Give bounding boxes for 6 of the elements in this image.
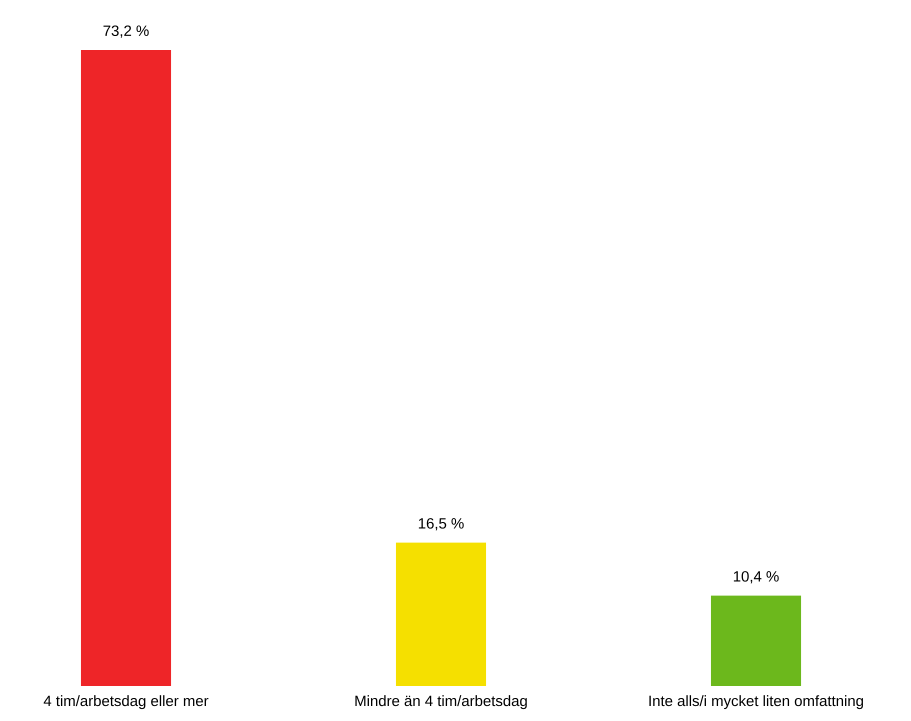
x-tick-label: Inte alls/i mycket liten omfattning <box>649 695 863 710</box>
x-tick-label: 4 tim/arbetsdag eller mer <box>44 695 208 710</box>
data-label: 16,5 % <box>418 518 464 530</box>
x-tick-label: Mindre än 4 tim/arbetsdag <box>355 695 527 710</box>
data-label: 10,4 % <box>734 571 779 584</box>
data-label: 73,2 % <box>104 25 149 38</box>
